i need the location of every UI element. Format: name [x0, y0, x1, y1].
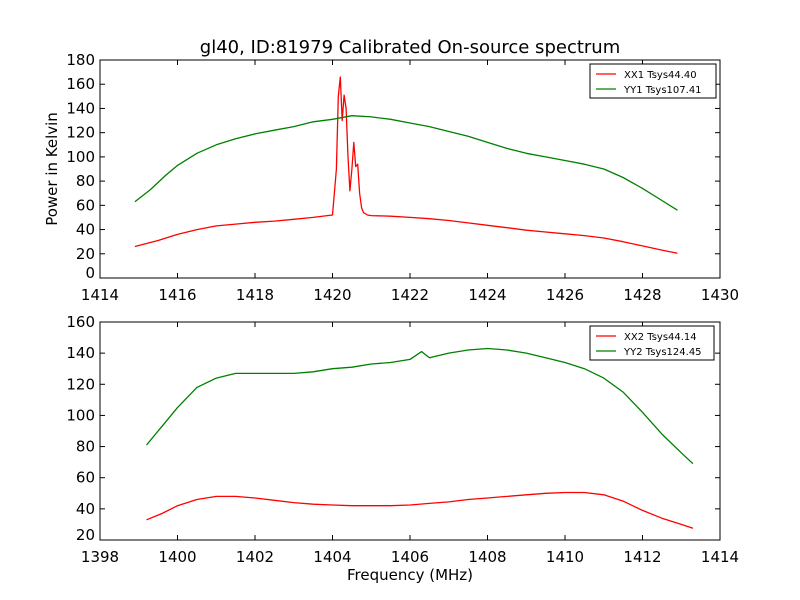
- x-tick-label: 1428: [623, 286, 661, 304]
- x-tick-label: 1424: [468, 286, 506, 304]
- x-tick-label: 1404: [313, 548, 351, 566]
- series-line-yy2: [145, 347, 694, 465]
- bottom-axes-frame: [99, 321, 721, 541]
- y-tick-label: 160: [66, 75, 95, 93]
- x-tick-label: 1412: [623, 548, 661, 566]
- y-tick-label: 80: [76, 438, 95, 456]
- x-tick-label: 1400: [158, 548, 196, 566]
- bottom-lines: [145, 347, 694, 529]
- x-tick-label: 1398: [81, 548, 119, 566]
- series-line-yy1: [134, 115, 678, 211]
- y-tick-label: 60: [76, 196, 95, 214]
- legend-label-xx2: XX2 Tsys44.14: [624, 332, 697, 343]
- x-tick-label: 1402: [236, 548, 274, 566]
- y-tick-label: 120: [66, 375, 95, 393]
- y-tick-label: 140: [66, 99, 95, 117]
- y-tick-label: 160: [66, 313, 95, 331]
- y-tick-label: 20: [76, 245, 95, 263]
- x-tick-label: 1430: [701, 286, 739, 304]
- bottom-subplot: Frequency (MHz) 1398 1400 1402 1404 1406 1408…: [66, 313, 739, 584]
- legend-label-yy1: YY1 Tsys107.41: [623, 85, 702, 96]
- y-tick-label: 40: [76, 221, 95, 239]
- y-tick-label: 80: [76, 172, 95, 190]
- y-tick-label: 0: [85, 264, 95, 282]
- x-tick-label: 1422: [391, 286, 429, 304]
- x-tick-label: 1408: [468, 548, 506, 566]
- x-tick-label: 1426: [546, 286, 584, 304]
- x-tick-label: 1414: [701, 548, 739, 566]
- y-tick-label: 140: [66, 344, 95, 362]
- y-axis-label: Power in Kelvin: [43, 112, 61, 226]
- top-ticks: 1414 1416 1418 1420 1422 1424 1426 1428 1430 020 4…: [66, 51, 739, 304]
- legend-label-yy2: YY2 Tsys124.45: [623, 347, 702, 358]
- y-tick-label: 40: [76, 500, 95, 518]
- series-line-xx2: [146, 491, 694, 529]
- x-tick-label: 1418: [236, 286, 274, 304]
- x-tick-label: 1410: [546, 548, 584, 566]
- x-tick-label: 1420: [313, 286, 351, 304]
- legend-box: [589, 325, 715, 361]
- x-axis-label: Frequency (MHz): [347, 566, 473, 584]
- y-tick-label: 180: [66, 51, 95, 69]
- chart-title: gl40, ID:81979 Calibrated On-source spec…: [200, 37, 620, 58]
- y-tick-label: 100: [66, 406, 95, 424]
- top-subplot: gl40, ID:81979 Calibrated On-source spec…: [43, 37, 739, 304]
- x-tick-label: 1406: [391, 548, 429, 566]
- top-axes-frame: [99, 59, 721, 279]
- top-lines: [134, 76, 678, 254]
- top-legend: XX1 Tsys44.40 YY1 Tsys107.41: [589, 63, 717, 99]
- legend-label-xx1: XX1 Tsys44.40: [624, 70, 697, 81]
- x-tick-label: 1414: [81, 286, 119, 304]
- bottom-ticks: 1398 1400 1402 1404 1406 1408 1410 1412 1414 20 40…: [66, 313, 739, 566]
- series-line-xx1: [134, 76, 678, 254]
- x-tick-label: 1416: [158, 286, 196, 304]
- y-tick-label: 100: [66, 148, 95, 166]
- legend-box: [589, 63, 717, 99]
- y-tick-label: 60: [76, 469, 95, 487]
- y-tick-label: 120: [66, 124, 95, 142]
- y-tick-label: 20: [76, 526, 95, 544]
- bottom-legend: XX2 Tsys44.14 YY2 Tsys124.45: [589, 325, 715, 361]
